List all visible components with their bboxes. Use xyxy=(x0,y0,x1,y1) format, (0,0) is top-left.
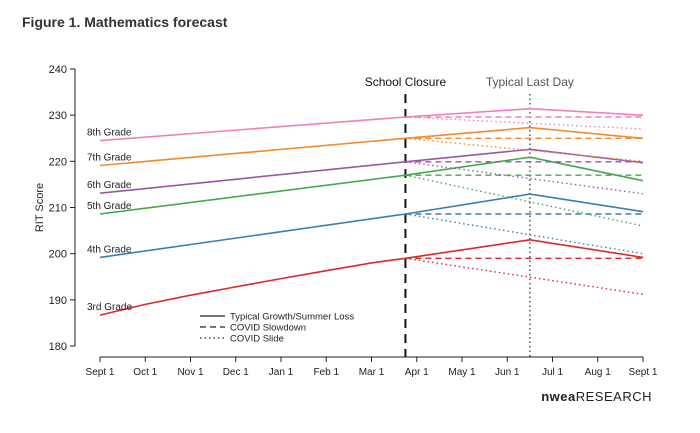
4th-grade-covid-slide-line xyxy=(405,213,644,255)
x-tick-label: Aug 1 xyxy=(585,367,612,378)
3rd-grade-typical-line xyxy=(99,238,644,316)
6th-grade-typical-line xyxy=(99,148,644,194)
y-tick-label: 180 xyxy=(49,341,67,353)
typical-last-day-label: Typical Last Day xyxy=(486,75,574,89)
x-tick-label: Sept 1 xyxy=(629,367,658,378)
x-tick-label: Oct 1 xyxy=(133,367,157,378)
5th-grade-label: 5th Grade xyxy=(87,201,132,212)
x-tick-label: Feb 1 xyxy=(313,367,339,378)
y-tick-label: 230 xyxy=(49,110,67,122)
x-tick-label: May 1 xyxy=(448,367,476,378)
x-tick-label: Sept 1 xyxy=(86,367,115,378)
x-tick-label: Mar 1 xyxy=(359,367,385,378)
7th-grade-typical-line xyxy=(99,126,644,167)
5th-grade-covid-slide-line xyxy=(405,174,644,227)
figure-title: Figure 1. Mathematics forecast xyxy=(22,14,228,30)
legend-entry-label: Typical Growth/Summer Loss xyxy=(230,312,354,323)
8th-grade-label: 8th Grade xyxy=(87,128,132,139)
y-tick-label: 220 xyxy=(49,156,67,168)
x-tick-label: Jan 1 xyxy=(269,367,294,378)
3rd-grade-label: 3rd Grade xyxy=(87,302,132,313)
x-tick-label: Nov 1 xyxy=(177,367,204,378)
6th-grade-covid-slide-line xyxy=(405,161,644,195)
6th-grade-label: 6th Grade xyxy=(87,180,132,191)
x-tick-label: Apr 1 xyxy=(405,367,429,378)
y-tick-label: 210 xyxy=(49,203,67,215)
8th-grade-covid-slide-line xyxy=(405,116,644,130)
brand-name: nwea xyxy=(541,389,576,404)
7th-grade-covid-slide-line xyxy=(405,137,644,162)
y-tick-label: 200 xyxy=(49,249,67,261)
x-tick-label: Jun 1 xyxy=(495,367,520,378)
x-tick-label: Jul 1 xyxy=(542,367,564,378)
y-tick-label: 190 xyxy=(49,295,67,307)
5th-grade-typical-line xyxy=(99,156,644,215)
x-tick-label: Dec 1 xyxy=(223,367,250,378)
4th-grade-typical-line xyxy=(99,193,644,259)
school-closure-label: School Closure xyxy=(365,75,447,89)
8th-grade-typical-line xyxy=(99,107,644,142)
y-axis-label: RIT Score xyxy=(34,183,46,232)
4th-grade-label: 4th Grade xyxy=(87,244,132,255)
3rd-grade-covid-slide-line xyxy=(405,257,644,295)
legend-entry-label: COVID Slide xyxy=(230,334,284,345)
brand-suffix: RESEARCH xyxy=(575,389,652,404)
legend-entry-label: COVID Slowdown xyxy=(230,323,306,334)
7th-grade-label: 7th Grade xyxy=(87,152,132,163)
y-tick-label: 240 xyxy=(49,64,67,76)
brand-logo: nweaRESEARCH xyxy=(541,389,652,404)
